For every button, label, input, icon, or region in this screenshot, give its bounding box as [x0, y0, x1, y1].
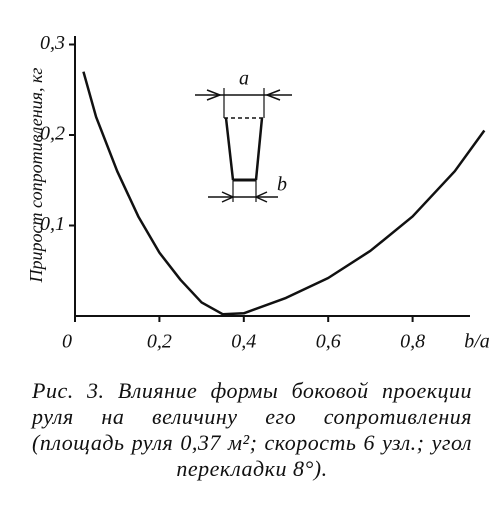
y-tick-label: 0,2: [40, 123, 65, 145]
x-tick-label: 0,4: [231, 331, 256, 353]
inset-diagram: [195, 88, 292, 203]
caption: Рис. 3. Влияние формы боковой проекции р…: [32, 378, 472, 481]
x-tick-label: 0,8: [400, 331, 425, 353]
y-axis-label: Прирост сопротивления, кг: [26, 68, 46, 284]
line: [82, 71, 486, 316]
chart: a b b/a Прирост сопротивления, кг 0,1 0,2…: [26, 32, 490, 353]
x-tick-label: 0,6: [316, 331, 341, 353]
inset-label: b: [277, 174, 287, 196]
x-axis-label: b/a: [464, 331, 490, 353]
x-tick-label: 0: [62, 331, 72, 353]
y-tick-label: 0,1: [40, 213, 65, 235]
inset-label: a: [239, 68, 249, 90]
x-tick-label: 0,2: [147, 331, 172, 353]
y-tick-label: 0,3: [40, 32, 65, 54]
